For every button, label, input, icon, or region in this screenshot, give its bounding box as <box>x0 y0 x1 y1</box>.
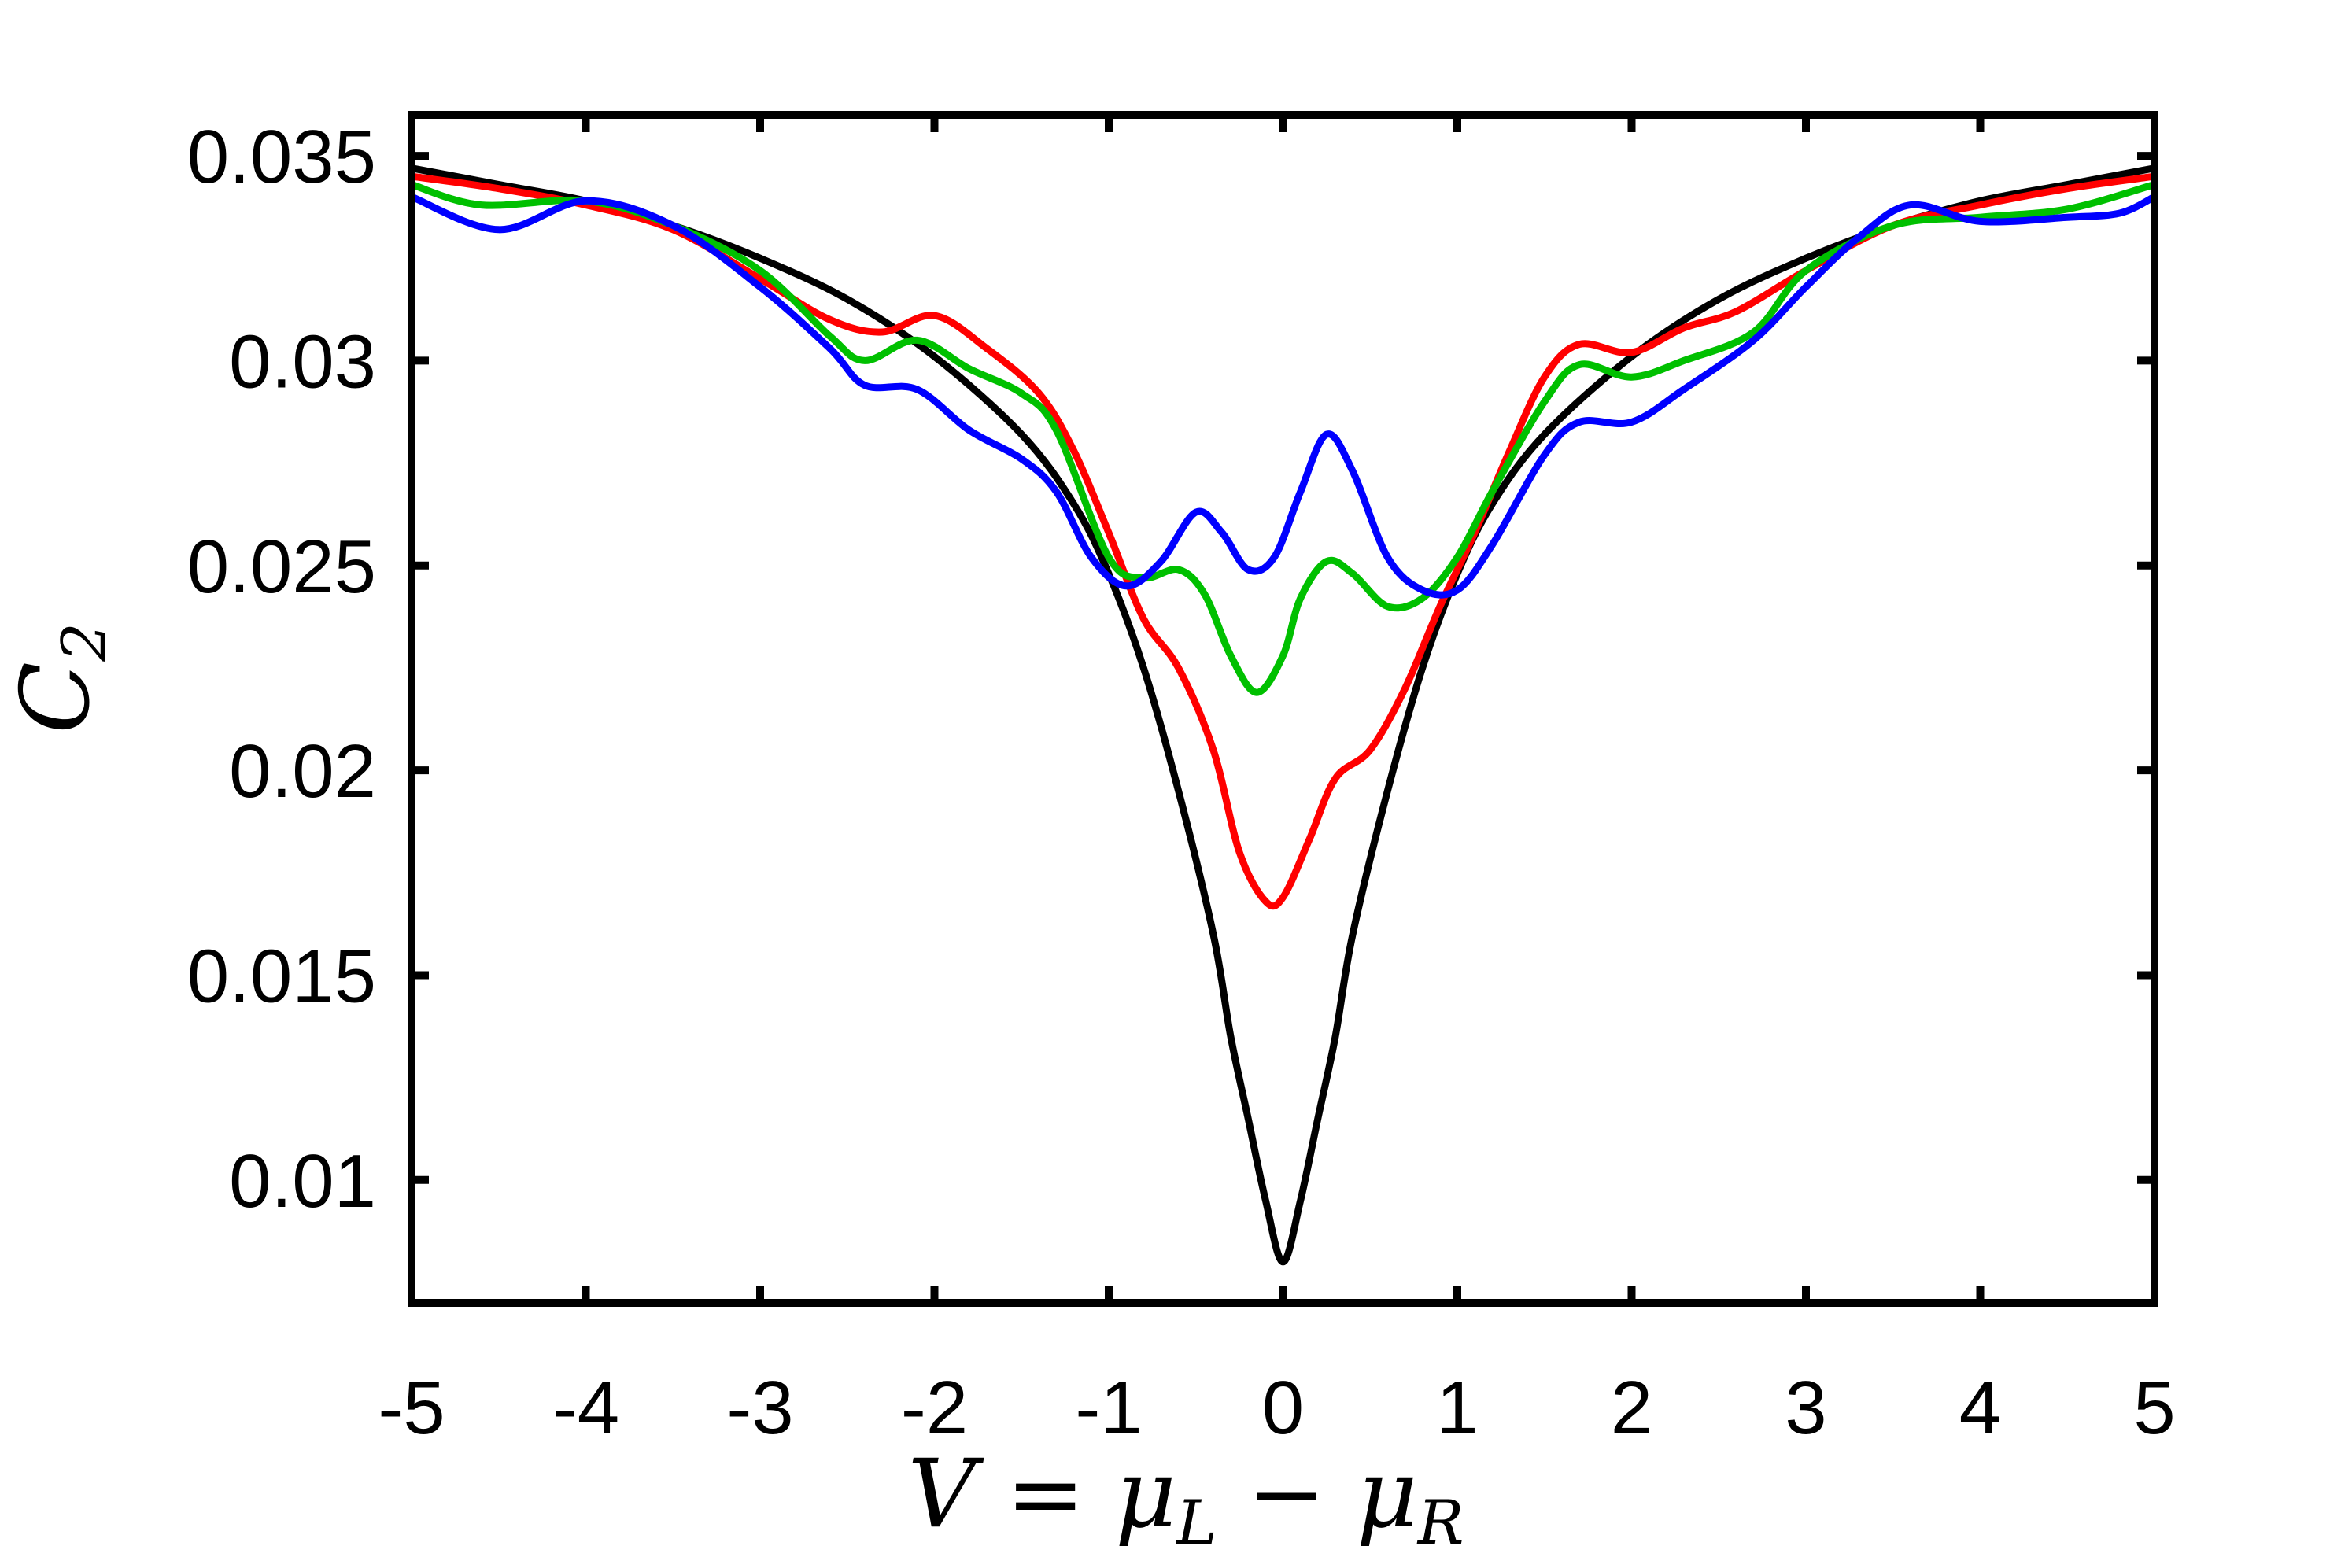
x-tick-labels: -5 -4 -3 -2 -1 0 1 2 3 4 5 <box>378 1366 2175 1450</box>
x-tick-label: 1 <box>1436 1366 1478 1450</box>
y-tick-label: 0.03 <box>229 319 376 404</box>
x-tick-label: -3 <box>726 1366 793 1450</box>
series-line-4 <box>408 193 2158 599</box>
x-axis-label: V = μL − μR <box>908 1440 1464 1559</box>
series-line-3 <box>408 181 2158 696</box>
x-tick-label: -4 <box>552 1366 619 1450</box>
y-tick-label: 0.035 <box>187 115 376 199</box>
y-tick-label: 0.015 <box>187 934 376 1018</box>
x-tick-label: -5 <box>378 1366 445 1450</box>
x-tick-label: 0 <box>1262 1366 1304 1450</box>
y-axis-label: C2 <box>2 622 120 733</box>
series-layer <box>408 164 2158 1266</box>
plot-frame <box>408 111 2158 1307</box>
x-tick-label: 2 <box>1611 1366 1652 1450</box>
y-tick-labels: 0.01 0.015 0.02 0.025 0.03 0.035 <box>187 115 376 1223</box>
x-tick-label: 5 <box>2133 1366 2175 1450</box>
y-tick-label: 0.01 <box>229 1139 376 1223</box>
y-tick-label: 0.02 <box>229 729 376 814</box>
y-tick-label: 0.025 <box>187 525 376 609</box>
x-tick-label: -1 <box>1075 1366 1142 1450</box>
series-line-2 <box>408 172 2158 910</box>
x-tick-label: -2 <box>901 1366 968 1450</box>
x-tick-label: 3 <box>1785 1366 1826 1450</box>
x-tick-label: 4 <box>1959 1366 2001 1450</box>
series-line-1 <box>408 164 2158 1266</box>
